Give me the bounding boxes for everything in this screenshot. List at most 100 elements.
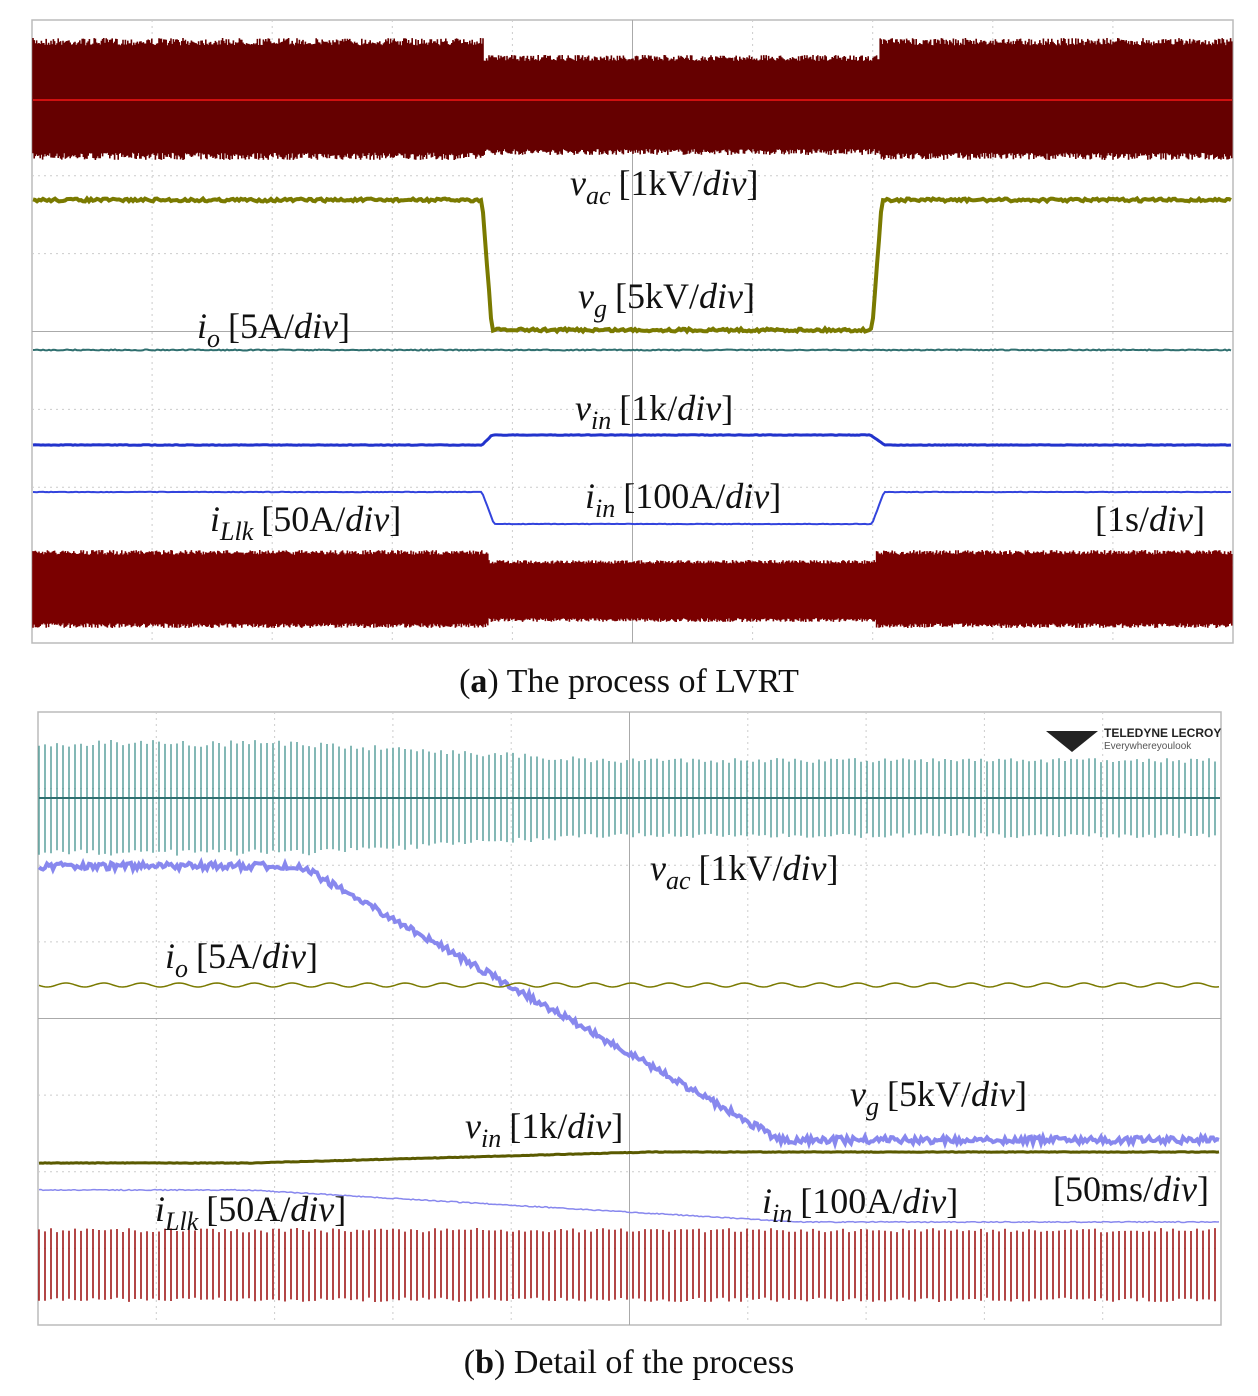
- label-unit: ]: [769, 476, 781, 516]
- label-unit: ]: [827, 848, 839, 888]
- caption-text: ) Detail of the process: [494, 1344, 794, 1381]
- trace-label: vg [5kV/div]: [578, 276, 755, 323]
- label-unit: ]: [721, 388, 733, 428]
- label-symbol: i: [585, 476, 595, 516]
- label-unit: ]: [334, 1189, 346, 1229]
- trace-label: vg [5kV/div]: [850, 1074, 1027, 1121]
- label-subscript: ac: [586, 181, 611, 210]
- label-subscript: ac: [666, 866, 691, 895]
- label-unit: [50ms/: [1053, 1169, 1153, 1209]
- trace-label: io [5A/div]: [165, 936, 318, 983]
- label-subscript: in: [591, 406, 611, 435]
- trace-label: iin [100A/div]: [762, 1181, 958, 1228]
- waveform: [32, 433, 1232, 447]
- label-subscript: o: [175, 954, 188, 983]
- caption-open: (: [464, 1344, 475, 1381]
- label-subscript: Llk: [219, 517, 254, 546]
- label-unit: ]: [1197, 1169, 1209, 1209]
- trace-label: [50ms/div]: [1053, 1169, 1209, 1209]
- label-unit: ]: [338, 306, 350, 346]
- caption-label: b: [475, 1344, 494, 1381]
- label-unit: [1k/: [509, 1106, 567, 1146]
- label-unit: [5A/: [196, 936, 262, 976]
- label-unit: ]: [946, 1181, 958, 1221]
- label-unit: [50A/: [206, 1189, 290, 1229]
- trace-label: [1s/div]: [1095, 499, 1205, 539]
- trace-label: vac [1kV/div]: [570, 163, 759, 210]
- label-unit-var: div: [725, 476, 769, 516]
- label-unit: [1s/: [1095, 499, 1149, 539]
- label-subscript: in: [481, 1124, 501, 1153]
- waveform: [32, 348, 1232, 352]
- waveform: [38, 982, 1220, 988]
- label-unit: ]: [1193, 499, 1205, 539]
- trace-label: vac [1kV/div]: [650, 848, 839, 895]
- label-unit: [100A/: [800, 1181, 902, 1221]
- caption: (a) The process of LVRT: [459, 663, 799, 700]
- waveform: [32, 490, 1231, 526]
- caption: (b) Detail of the process: [464, 1344, 794, 1381]
- label-unit: [50A/: [261, 499, 345, 539]
- label-unit: ]: [747, 163, 759, 203]
- label-unit: ]: [1015, 1074, 1027, 1114]
- trace-label: vin [1k/div]: [575, 388, 733, 435]
- caption-label: a: [470, 663, 487, 700]
- label-unit-var: div: [783, 848, 827, 888]
- trace-label: vin [1k/div]: [465, 1106, 623, 1153]
- waveform: [38, 1188, 1220, 1224]
- label-unit: [1kV/: [699, 848, 783, 888]
- label-unit: [1k/: [619, 388, 677, 428]
- waveform: [32, 195, 1232, 335]
- trace-label: io [5A/div]: [197, 306, 350, 353]
- label-symbol: v: [850, 1074, 866, 1114]
- label-symbol: i: [155, 1189, 165, 1229]
- trace-label: iLlk [50A/div]: [155, 1189, 346, 1236]
- logo-icon: [1046, 731, 1098, 752]
- label-subscript: o: [207, 324, 220, 353]
- label-unit: ]: [611, 1106, 623, 1146]
- waveform: [37, 856, 1220, 1151]
- label-symbol: i: [762, 1181, 772, 1221]
- label-unit: [1kV/: [619, 163, 703, 203]
- label-unit-var: div: [290, 1189, 334, 1229]
- caption-text: ) The process of LVRT: [487, 663, 799, 700]
- label-subscript: g: [594, 294, 607, 323]
- waveform-band: [32, 550, 1233, 628]
- label-symbol: v: [575, 388, 591, 428]
- label-symbol: i: [165, 936, 175, 976]
- caption-open: (: [459, 663, 470, 700]
- label-symbol: v: [570, 163, 586, 203]
- label-unit-var: div: [567, 1106, 611, 1146]
- label-subscript: in: [595, 494, 615, 523]
- label-unit-var: div: [971, 1074, 1015, 1114]
- label-unit-var: div: [1153, 1169, 1197, 1209]
- label-symbol: v: [465, 1106, 481, 1146]
- trace-label: iLlk [50A/div]: [210, 499, 401, 546]
- waveform: [38, 1150, 1220, 1165]
- label-subscript: Llk: [164, 1207, 199, 1236]
- label-unit-var: div: [703, 163, 747, 203]
- label-unit-var: div: [294, 306, 338, 346]
- label-unit-var: div: [345, 499, 389, 539]
- label-unit: ]: [306, 936, 318, 976]
- label-symbol: i: [210, 499, 220, 539]
- trace-label: iin [100A/div]: [585, 476, 781, 523]
- label-unit-var: div: [699, 276, 743, 316]
- logo-brand: TELEDYNE LECROY: [1104, 726, 1221, 740]
- label-symbol: i: [197, 306, 207, 346]
- label-unit: [100A/: [623, 476, 725, 516]
- label-subscript: g: [866, 1092, 879, 1121]
- label-unit: [5kV/: [887, 1074, 971, 1114]
- label-unit: [5A/: [228, 306, 294, 346]
- label-unit: [5kV/: [615, 276, 699, 316]
- label-unit-var: div: [1149, 499, 1193, 539]
- label-unit-var: div: [677, 388, 721, 428]
- label-symbol: v: [650, 848, 666, 888]
- label-subscript: in: [772, 1199, 792, 1228]
- label-unit-var: div: [262, 936, 306, 976]
- waveform-band: [38, 1228, 1216, 1302]
- label-unit-var: div: [902, 1181, 946, 1221]
- logo-tagline: Everywhereyoulook: [1104, 741, 1192, 752]
- label-unit: ]: [389, 499, 401, 539]
